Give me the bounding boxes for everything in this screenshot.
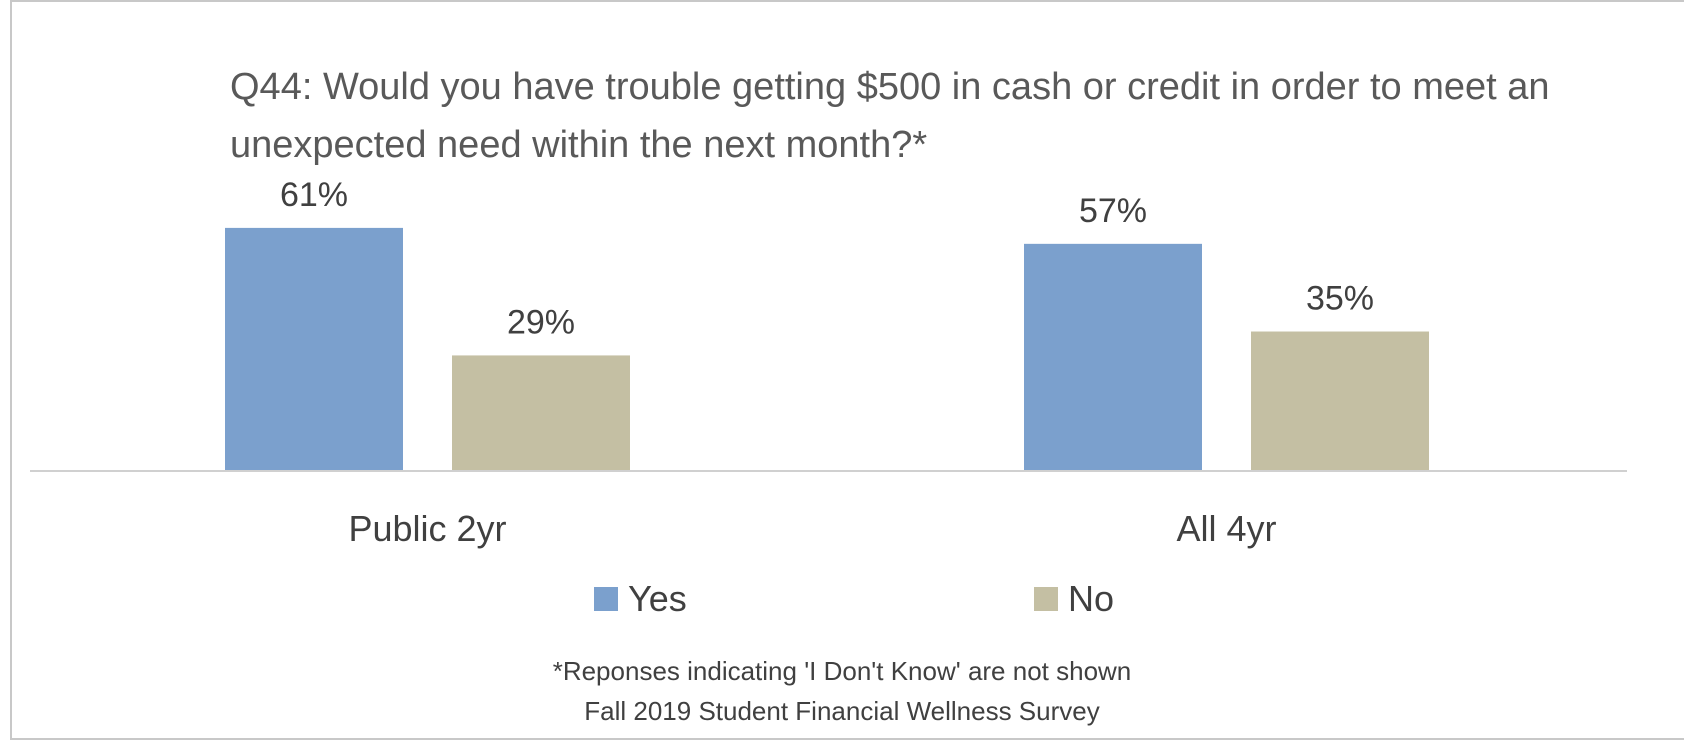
bar-no-all-4yr [1251,331,1429,471]
category-label-public-2yr: Public 2yr [348,508,506,549]
source-note: Fall 2019 Student Financial Wellness Sur… [584,696,1100,726]
legend-item-yes: Yes [594,578,687,620]
chart-title: Q44: Would you have trouble getting $500… [230,66,1550,166]
legend-label-yes: Yes [628,578,687,619]
bar-no-public-2yr [452,355,630,471]
footnote: *Reponses indicating 'I Don't Know' are … [552,656,1132,686]
data-label-no-all-4yr: 35% [1306,280,1374,318]
data-label-yes-public-2yr: 61% [280,176,348,214]
data-label-yes-all-4yr: 57% [1079,192,1147,230]
legend-item-no: No [1034,578,1114,620]
legend-swatch-no [1034,587,1058,611]
category-label-all-4yr: All 4yr [1176,508,1276,549]
data-label-no-public-2yr: 29% [507,303,575,341]
legend: Yes No [0,578,1684,622]
bar-yes-public-2yr [225,227,403,471]
legend-swatch-yes [594,587,618,611]
legend-label-no: No [1068,578,1115,619]
bar-yes-all-4yr [1024,243,1202,471]
